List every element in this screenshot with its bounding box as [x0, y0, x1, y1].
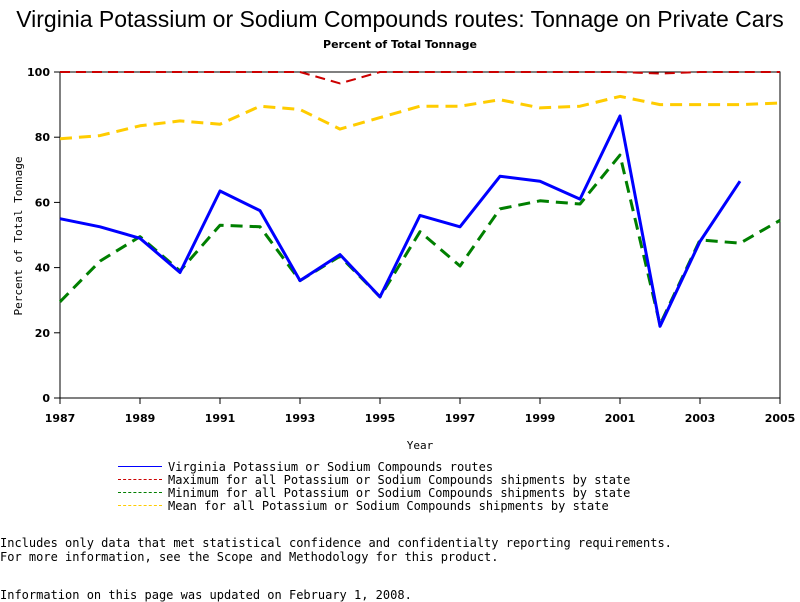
axis-layer: 0 20 40 60 80 100 1987 1989 1991 1993 1995 1997 1999…	[27, 66, 795, 425]
footnote-confidence: Includes only data that met statistical …	[0, 536, 672, 550]
legend-item: Mean for all Potassium or Sodium Compoun…	[118, 498, 630, 513]
x-axis-title: Year	[407, 439, 434, 452]
y-tick-label: 0	[42, 392, 50, 405]
y-tick-label: 20	[35, 327, 51, 340]
legend-item: Minimum for all Potassium or Sodium Comp…	[118, 485, 631, 500]
update-notice: Information on this page was updated on …	[0, 588, 412, 602]
plot-frame-border	[59, 71, 781, 399]
chart-title: Virginia Potassium or Sodium Compounds r…	[16, 6, 784, 32]
legend-label: Minimum for all Potassium or Sodium Comp…	[168, 485, 631, 500]
y-tick-label: 40	[35, 262, 51, 275]
legend-swatch	[118, 479, 162, 480]
x-tick-label: 1991	[205, 412, 236, 425]
line-chart: 0 20 40 60 80 100 1987 1989 1991 1993 1995 1997 1999…	[12, 66, 795, 452]
x-tick-label: 2001	[605, 412, 636, 425]
legend-item: Maximum for all Potassium or Sodium Comp…	[118, 472, 631, 487]
legend-label: Mean for all Potassium or Sodium Compoun…	[168, 498, 609, 513]
legend: Virginia Potassium or Sodium Compounds r…	[118, 459, 631, 513]
y-axis-title: Percent of Total Tonnage	[12, 157, 25, 316]
legend-swatch	[118, 492, 162, 493]
footnotes: Includes only data that met statistical …	[0, 536, 672, 564]
y-tick-label: 60	[35, 196, 51, 209]
plot-area	[59, 71, 781, 399]
legend-swatch	[118, 505, 162, 506]
legend-item: Virginia Potassium or Sodium Compounds r…	[118, 459, 630, 474]
series-line-0	[59, 114, 742, 328]
x-tick-label: 2003	[685, 412, 716, 425]
legend-swatch	[118, 466, 162, 467]
x-tick-label: 1999	[525, 412, 556, 425]
x-tick-label: 1993	[285, 412, 316, 425]
legend-label: Virginia Potassium or Sodium Compounds r…	[168, 459, 494, 474]
legend-label: Maximum for all Potassium or Sodium Comp…	[168, 472, 631, 487]
x-tick-label: 1997	[445, 412, 476, 425]
y-tick-label: 80	[35, 131, 51, 144]
x-tick-label: 2005	[765, 412, 796, 425]
chart-subtitle: Percent of Total Tonnage	[323, 38, 477, 51]
x-tick-label: 1989	[125, 412, 156, 425]
y-tick-label: 100	[27, 66, 50, 79]
series-line-3	[59, 94, 781, 141]
series-layer	[58, 71, 781, 328]
series-line-1	[60, 71, 780, 85]
x-tick-label: 1987	[45, 412, 76, 425]
x-tick-label: 1995	[365, 412, 396, 425]
footnote-methodology: For more information, see the Scope and …	[0, 550, 499, 564]
